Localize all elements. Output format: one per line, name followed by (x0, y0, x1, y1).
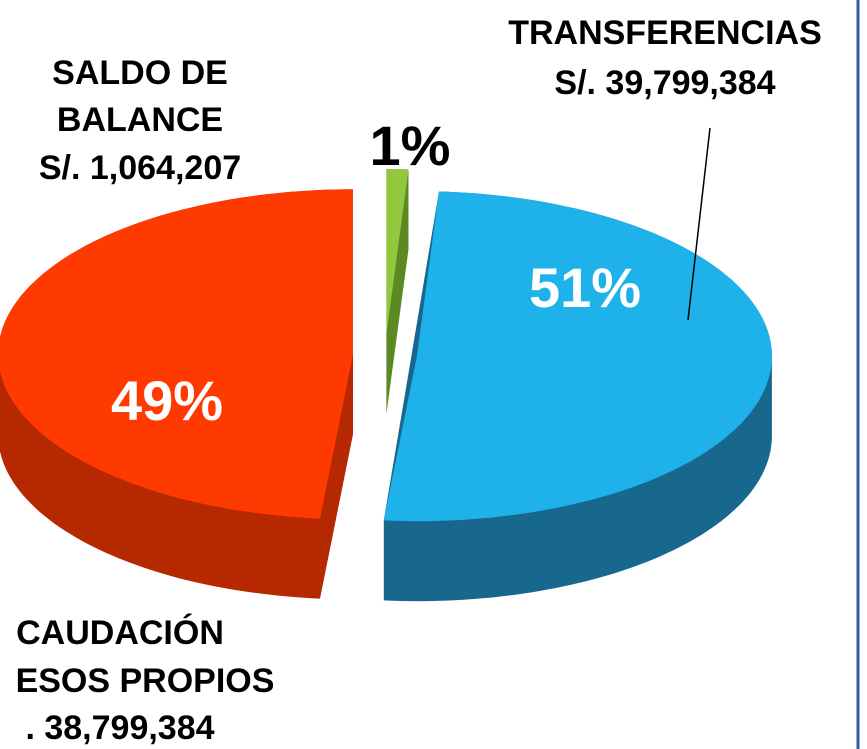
category-label: . 38,799,384 (25, 709, 214, 747)
category-label: ESOS PROPIOS (16, 662, 275, 700)
value-label: 51% (529, 256, 641, 319)
slice (386, 169, 409, 335)
category-label: S/. 39,799,384 (554, 64, 775, 102)
category-label: SALDO DE (52, 54, 228, 92)
value-label: 1% (370, 114, 451, 177)
leader-line (687, 127, 711, 321)
slice (0, 189, 353, 519)
value-label: 49% (111, 369, 223, 432)
category-label: CAUDACIÓN (16, 614, 224, 652)
category-label: TRANSFERENCIAS (508, 14, 822, 52)
category-label: S/. 1,064,207 (39, 149, 241, 187)
pie (0, 169, 772, 602)
slice (383, 191, 772, 522)
category-label: BALANCE (57, 101, 223, 139)
